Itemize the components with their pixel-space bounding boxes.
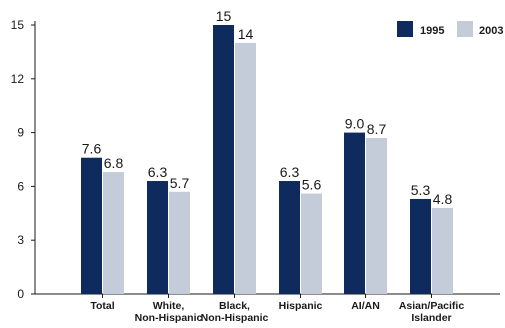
legend: 1995 2003 xyxy=(397,21,503,37)
bar-1995-4 xyxy=(344,132,365,294)
legend-label-1995: 1995 xyxy=(420,25,444,37)
y-tick-label: 9 xyxy=(17,126,24,140)
data-label-1995-2: 15 xyxy=(216,8,232,24)
data-label-2003-0: 6.8 xyxy=(104,155,124,171)
category-label-line: Black, xyxy=(219,300,250,312)
bar-1995-2 xyxy=(213,25,234,294)
category-label-line: AI/AN xyxy=(351,300,380,312)
y-tick-label: 3 xyxy=(17,233,24,247)
data-label-2003-3: 5.6 xyxy=(302,177,322,193)
legend-swatch-1995 xyxy=(397,21,413,37)
y-tick-label: 6 xyxy=(17,179,24,193)
y-tick-label: 0 xyxy=(17,287,24,301)
bar-1995-3 xyxy=(279,181,300,294)
category-label-4: AI/AN xyxy=(351,300,380,312)
data-label-1995-1: 6.3 xyxy=(148,164,168,180)
bar-1995-0 xyxy=(81,157,102,294)
data-label-1995-3: 6.3 xyxy=(280,164,300,180)
category-label-line: Non-Hispanic xyxy=(201,312,269,324)
bar-1995-1 xyxy=(147,181,168,294)
category-label-line: Total xyxy=(90,300,114,312)
bar-2003-2 xyxy=(235,42,256,294)
bar-2003-0 xyxy=(103,172,124,294)
category-label-line: Islander xyxy=(411,312,451,324)
category-label-line: White, xyxy=(153,300,185,312)
bar-2003-5 xyxy=(432,207,453,294)
category-label-0: Total xyxy=(90,300,114,312)
category-label-5: Asian/Pacific Islander xyxy=(399,300,465,324)
data-label-1995-0: 7.6 xyxy=(82,141,102,157)
y-tick-label: 12 xyxy=(11,72,25,86)
bar-1995-5 xyxy=(410,198,431,294)
data-label-1995-4: 9.0 xyxy=(345,116,365,132)
data-label-2003-5: 4.8 xyxy=(433,191,453,207)
category-label-line: Non-Hispanic xyxy=(135,312,203,324)
category-label-1: White, Non-Hispanic xyxy=(135,300,203,324)
data-label-1995-5: 5.3 xyxy=(411,182,431,198)
category-label-line: Hispanic xyxy=(279,300,323,312)
data-label-2003-2: 14 xyxy=(238,26,254,42)
bar-2003-1 xyxy=(169,191,190,294)
bar-2003-4 xyxy=(366,137,387,294)
y-tick-label: 15 xyxy=(11,18,25,32)
legend-label-2003: 2003 xyxy=(479,25,503,37)
legend-swatch-2003 xyxy=(457,21,473,37)
data-label-2003-1: 5.7 xyxy=(170,175,190,191)
category-label-line: Asian/Pacific xyxy=(399,300,465,312)
bar-2003-3 xyxy=(301,193,322,294)
category-label-2: Black, Non-Hispanic xyxy=(201,300,269,324)
category-label-3: Hispanic xyxy=(279,300,323,312)
data-label-2003-4: 8.7 xyxy=(367,121,387,137)
